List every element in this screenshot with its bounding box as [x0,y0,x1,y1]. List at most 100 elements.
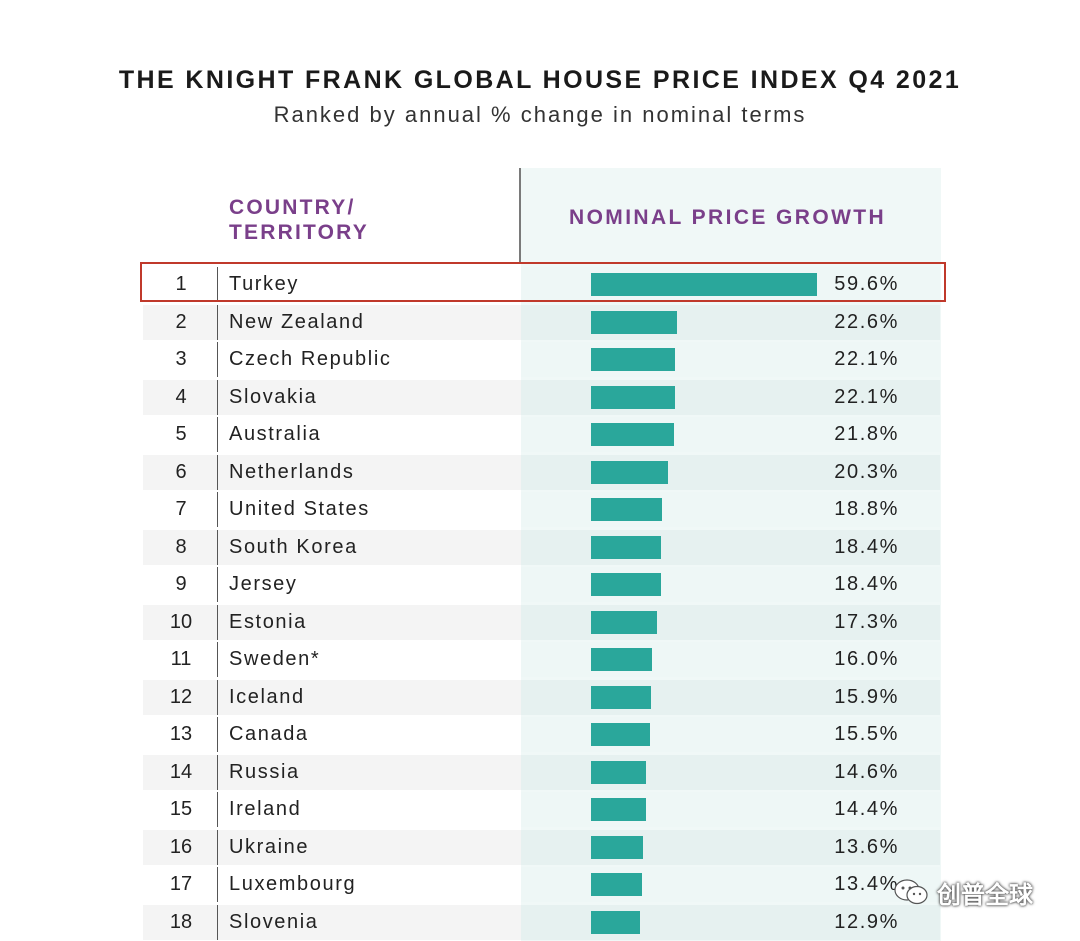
bar-background [521,754,940,790]
bar-canada [591,723,650,746]
bar-slovakia [591,385,675,409]
country-label: South Korea [229,535,358,558]
rank-label: 18 [169,910,193,933]
table-row: 11 Sweden* 16.0% [143,642,940,677]
value-label: 22.6% [834,310,899,333]
value-label: 18.8% [834,498,899,520]
rank-label: 7 [175,498,187,520]
header-column-divider [519,168,521,263]
bar-background [521,679,940,715]
bar-iceland [591,685,651,709]
bar-background [521,642,940,677]
value-label: 17.3% [834,610,899,633]
chart-title: THE KNIGHT FRANK GLOBAL HOUSE PRICE INDE… [118,66,962,94]
value-label: 13.4% [834,873,899,895]
watermark-text: 创普全球 [937,881,1033,909]
bar-united-states [591,498,662,521]
bar-russia [591,760,646,784]
bar-background [521,304,940,340]
table-row: 10 Estonia 17.3% [143,604,940,640]
bar-netherlands [591,460,668,484]
rank-divider [217,342,218,377]
rank-divider [217,379,218,415]
table-row: 1 Turkey 59.6% [143,267,940,302]
rank-divider [217,267,218,302]
bar-slovenia [591,910,640,934]
highlight-box [140,262,946,302]
rank-divider [217,829,218,865]
table-row: 17 Luxembourg 13.4% [143,867,940,902]
rank-label: 5 [175,423,187,445]
rank-divider [217,679,218,715]
table-row: 3 Czech Republic 22.1% [143,342,940,377]
value-label: 14.6% [834,760,899,783]
rank-label: 1 [175,273,187,295]
table-row: 7 United States 18.8% [143,492,940,527]
country-label: Australia [229,423,322,445]
table-row: 14 Russia 14.6% [143,754,940,790]
bar-background [521,454,940,490]
table-row: 13 Canada 15.5% [143,717,940,752]
bar-background [521,492,940,527]
table-row: 8 South Korea 18.4% [143,529,940,565]
country-label: United States [229,498,370,520]
country-label: Ukraine [229,835,310,858]
rank-label: 3 [175,348,187,370]
table-row: 6 Netherlands 20.3% [143,454,940,490]
value-label: 22.1% [834,348,899,370]
table-row: 9 Jersey 18.4% [143,567,940,602]
country-label: Slovenia [229,910,319,933]
rank-label: 11 [170,648,192,670]
table-row: 12 Iceland 15.9% [143,679,940,715]
bar-background [521,792,940,827]
bar-background [521,529,940,565]
value-label: 13.6% [834,835,899,858]
country-header-line1: COUNTRY/ [229,196,356,219]
rank-label: 13 [169,723,193,745]
rank-divider [217,567,218,602]
rank-label: 9 [175,573,187,595]
value-label: 12.9% [834,910,899,933]
bar-estonia [591,610,657,634]
bar-australia [591,423,674,446]
country-label: Slovakia [229,385,318,408]
country-label: Jersey [229,573,298,595]
country-column-header: COUNTRY/ TERRITORY [229,195,369,245]
rank-divider [217,529,218,565]
rank-label: 2 [175,310,187,333]
rank-label: 15 [169,798,193,820]
bar-background [521,604,940,640]
rank-label: 16 [169,835,193,858]
table-row: 15 Ireland 14.4% [143,792,940,827]
bar-turkey [591,273,817,296]
rank-divider [217,754,218,790]
rank-divider [217,642,218,677]
value-label: 20.3% [834,460,899,483]
rank-label: 12 [169,685,193,708]
rank-divider [217,867,218,902]
rank-label: 6 [175,460,187,483]
bar-background [521,867,940,902]
country-label: Luxembourg [229,873,357,895]
bar-jersey [591,573,661,596]
bar-ireland [591,798,646,821]
rank-divider [217,304,218,340]
bar-background [521,342,940,377]
rank-label: 4 [175,385,187,408]
watermark: 创普全球 [893,872,1033,912]
table-row: 4 Slovakia 22.1% [143,379,940,415]
rank-label: 17 [169,873,193,895]
chart-subtitle: Ranked by annual % change in nominal ter… [273,102,807,127]
bar-background [521,829,940,865]
rank-divider [217,454,218,490]
value-label: 15.9% [834,685,899,708]
value-label: 18.4% [834,573,899,595]
country-header-line2: TERRITORY [229,221,369,244]
country-label: Iceland [229,685,305,708]
country-label: New Zealand [229,310,365,333]
growth-column-header: NOMINAL PRICE GROWTH [569,206,887,229]
bar-background [521,717,940,752]
rank-divider [217,604,218,640]
table-row: 2 New Zealand 22.6% [143,304,940,340]
rank-label: 10 [169,610,193,633]
